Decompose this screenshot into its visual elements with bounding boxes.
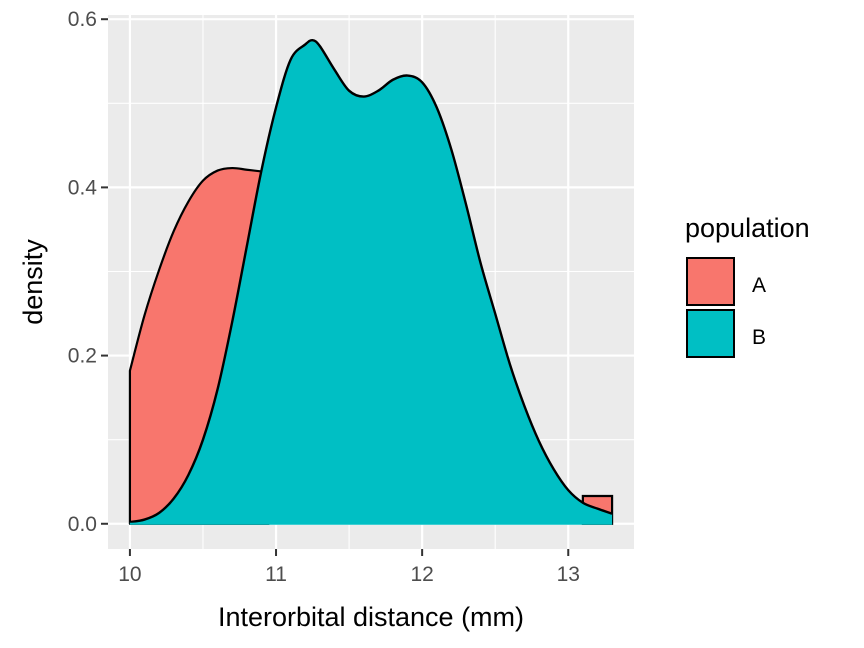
density-curve-b — [129, 38, 613, 524]
x-tick-label: 10 — [118, 563, 141, 586]
legend-key-b — [686, 309, 735, 358]
legend-label-a: A — [752, 274, 766, 297]
y-tick-label: 0.4 — [68, 176, 98, 199]
x-tick-label: 12 — [410, 563, 433, 586]
legend-title: population — [685, 213, 810, 243]
x-axis-title: Interorbital distance (mm) — [218, 602, 524, 632]
x-axis: 10 11 12 13 — [118, 549, 580, 586]
legend: population A B — [685, 213, 810, 358]
y-tick-label: 0.0 — [68, 513, 97, 536]
legend-label-b: B — [752, 326, 766, 349]
y-tick-label: 0.6 — [68, 8, 97, 31]
y-axis: 0.0 0.2 0.4 0.6 — [68, 8, 108, 536]
density-area-b — [129, 40, 613, 524]
x-tick-label: 13 — [557, 563, 580, 586]
x-tick-label: 11 — [265, 563, 287, 586]
legend-key-a — [686, 257, 735, 306]
y-axis-title: density — [18, 239, 48, 325]
density-areas — [128, 38, 614, 525]
y-tick-label: 0.2 — [68, 345, 97, 368]
